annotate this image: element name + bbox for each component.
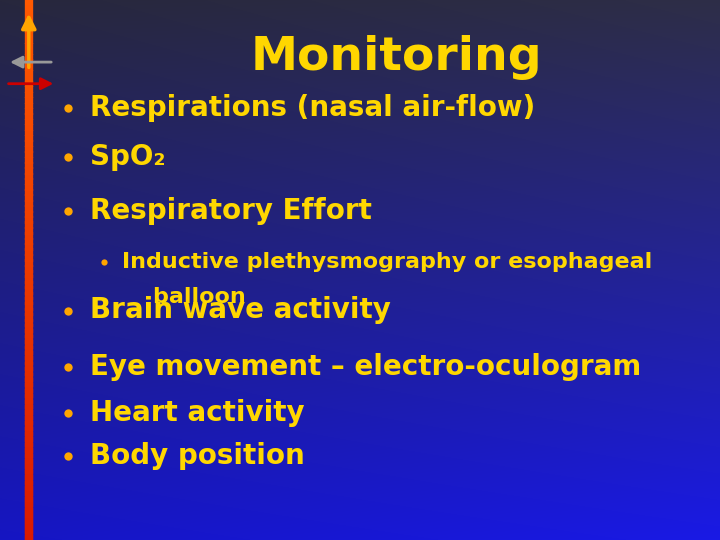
Text: Eye movement – electro-oculogram: Eye movement – electro-oculogram <box>90 353 642 381</box>
Text: Respirations (nasal air-flow): Respirations (nasal air-flow) <box>90 94 535 122</box>
Text: balloon: balloon <box>122 287 246 307</box>
Text: Inductive plethysmography or esophageal: Inductive plethysmography or esophageal <box>122 252 652 272</box>
Text: Monitoring: Monitoring <box>250 35 542 80</box>
Text: Heart activity: Heart activity <box>90 399 305 427</box>
Text: Brain wave activity: Brain wave activity <box>90 296 391 325</box>
Text: SpO₂: SpO₂ <box>90 143 166 171</box>
Text: Body position: Body position <box>90 442 305 470</box>
Text: Respiratory Effort: Respiratory Effort <box>90 197 372 225</box>
